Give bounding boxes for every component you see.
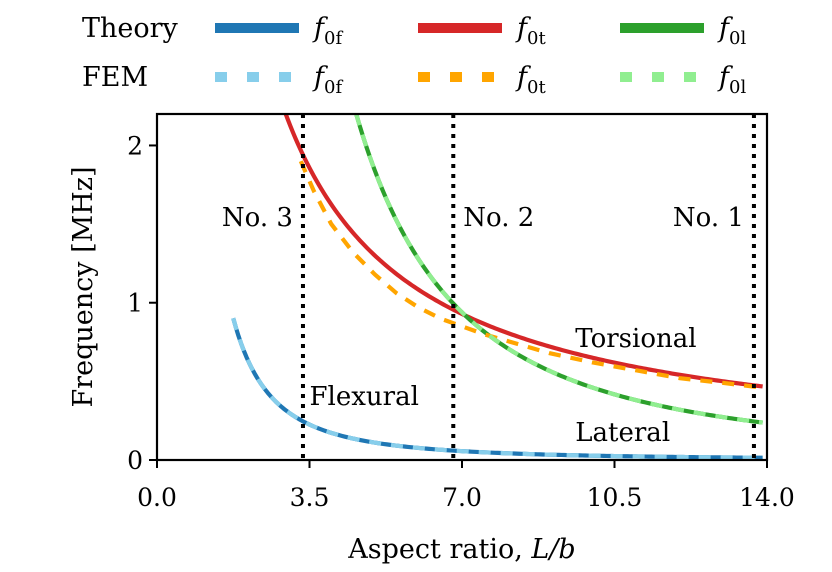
legend-label-theory-flex: f0f	[312, 13, 343, 49]
x-tick-label: 0.0	[137, 483, 177, 512]
series-f0t-theory	[283, 114, 763, 389]
series-f0t-fem	[298, 160, 763, 390]
vline-label-3: No. 1	[673, 203, 744, 233]
legend-theory-label: Theory	[82, 13, 179, 44]
x-tick-label: 3.5	[290, 483, 330, 512]
legend-label-fem-lat: f0l	[717, 62, 746, 98]
x-tick-label: 10.5	[587, 483, 643, 512]
legend: Theory FEM f0f f0t f0l f0f f0t f0l	[82, 13, 746, 98]
legend-label-fem-tors: f0t	[515, 62, 546, 98]
x-axis-title-text: Aspect ratio,	[347, 534, 531, 565]
y-tick-label: 2	[127, 131, 143, 160]
x-tick-label: 7.0	[442, 483, 482, 512]
vline-label-2: No. 2	[463, 203, 534, 233]
annotation-torsional: Torsional	[575, 324, 696, 354]
x-axis-title: Aspect ratio, L/b	[347, 534, 575, 565]
y-axis-title: Frequency [MHz]	[68, 166, 99, 407]
legend-label-fem-flex: f0f	[312, 62, 343, 98]
legend-label-theory-tors: f0t	[515, 13, 546, 49]
series-f0l-fem	[354, 114, 763, 425]
series-f0f-theory	[231, 317, 763, 460]
x-axis-title-var: L/b	[530, 534, 575, 565]
y-tick-label: 0	[127, 446, 143, 475]
legend-label-theory-lat: f0l	[717, 13, 746, 49]
annotation-lateral: Lateral	[575, 418, 670, 448]
annotation-flexural: Flexural	[310, 382, 419, 412]
vline-label-1: No. 3	[222, 203, 293, 233]
y-tick-label: 1	[127, 289, 143, 318]
x-tick-label: 14.0	[739, 483, 795, 512]
legend-fem-label: FEM	[82, 62, 148, 93]
